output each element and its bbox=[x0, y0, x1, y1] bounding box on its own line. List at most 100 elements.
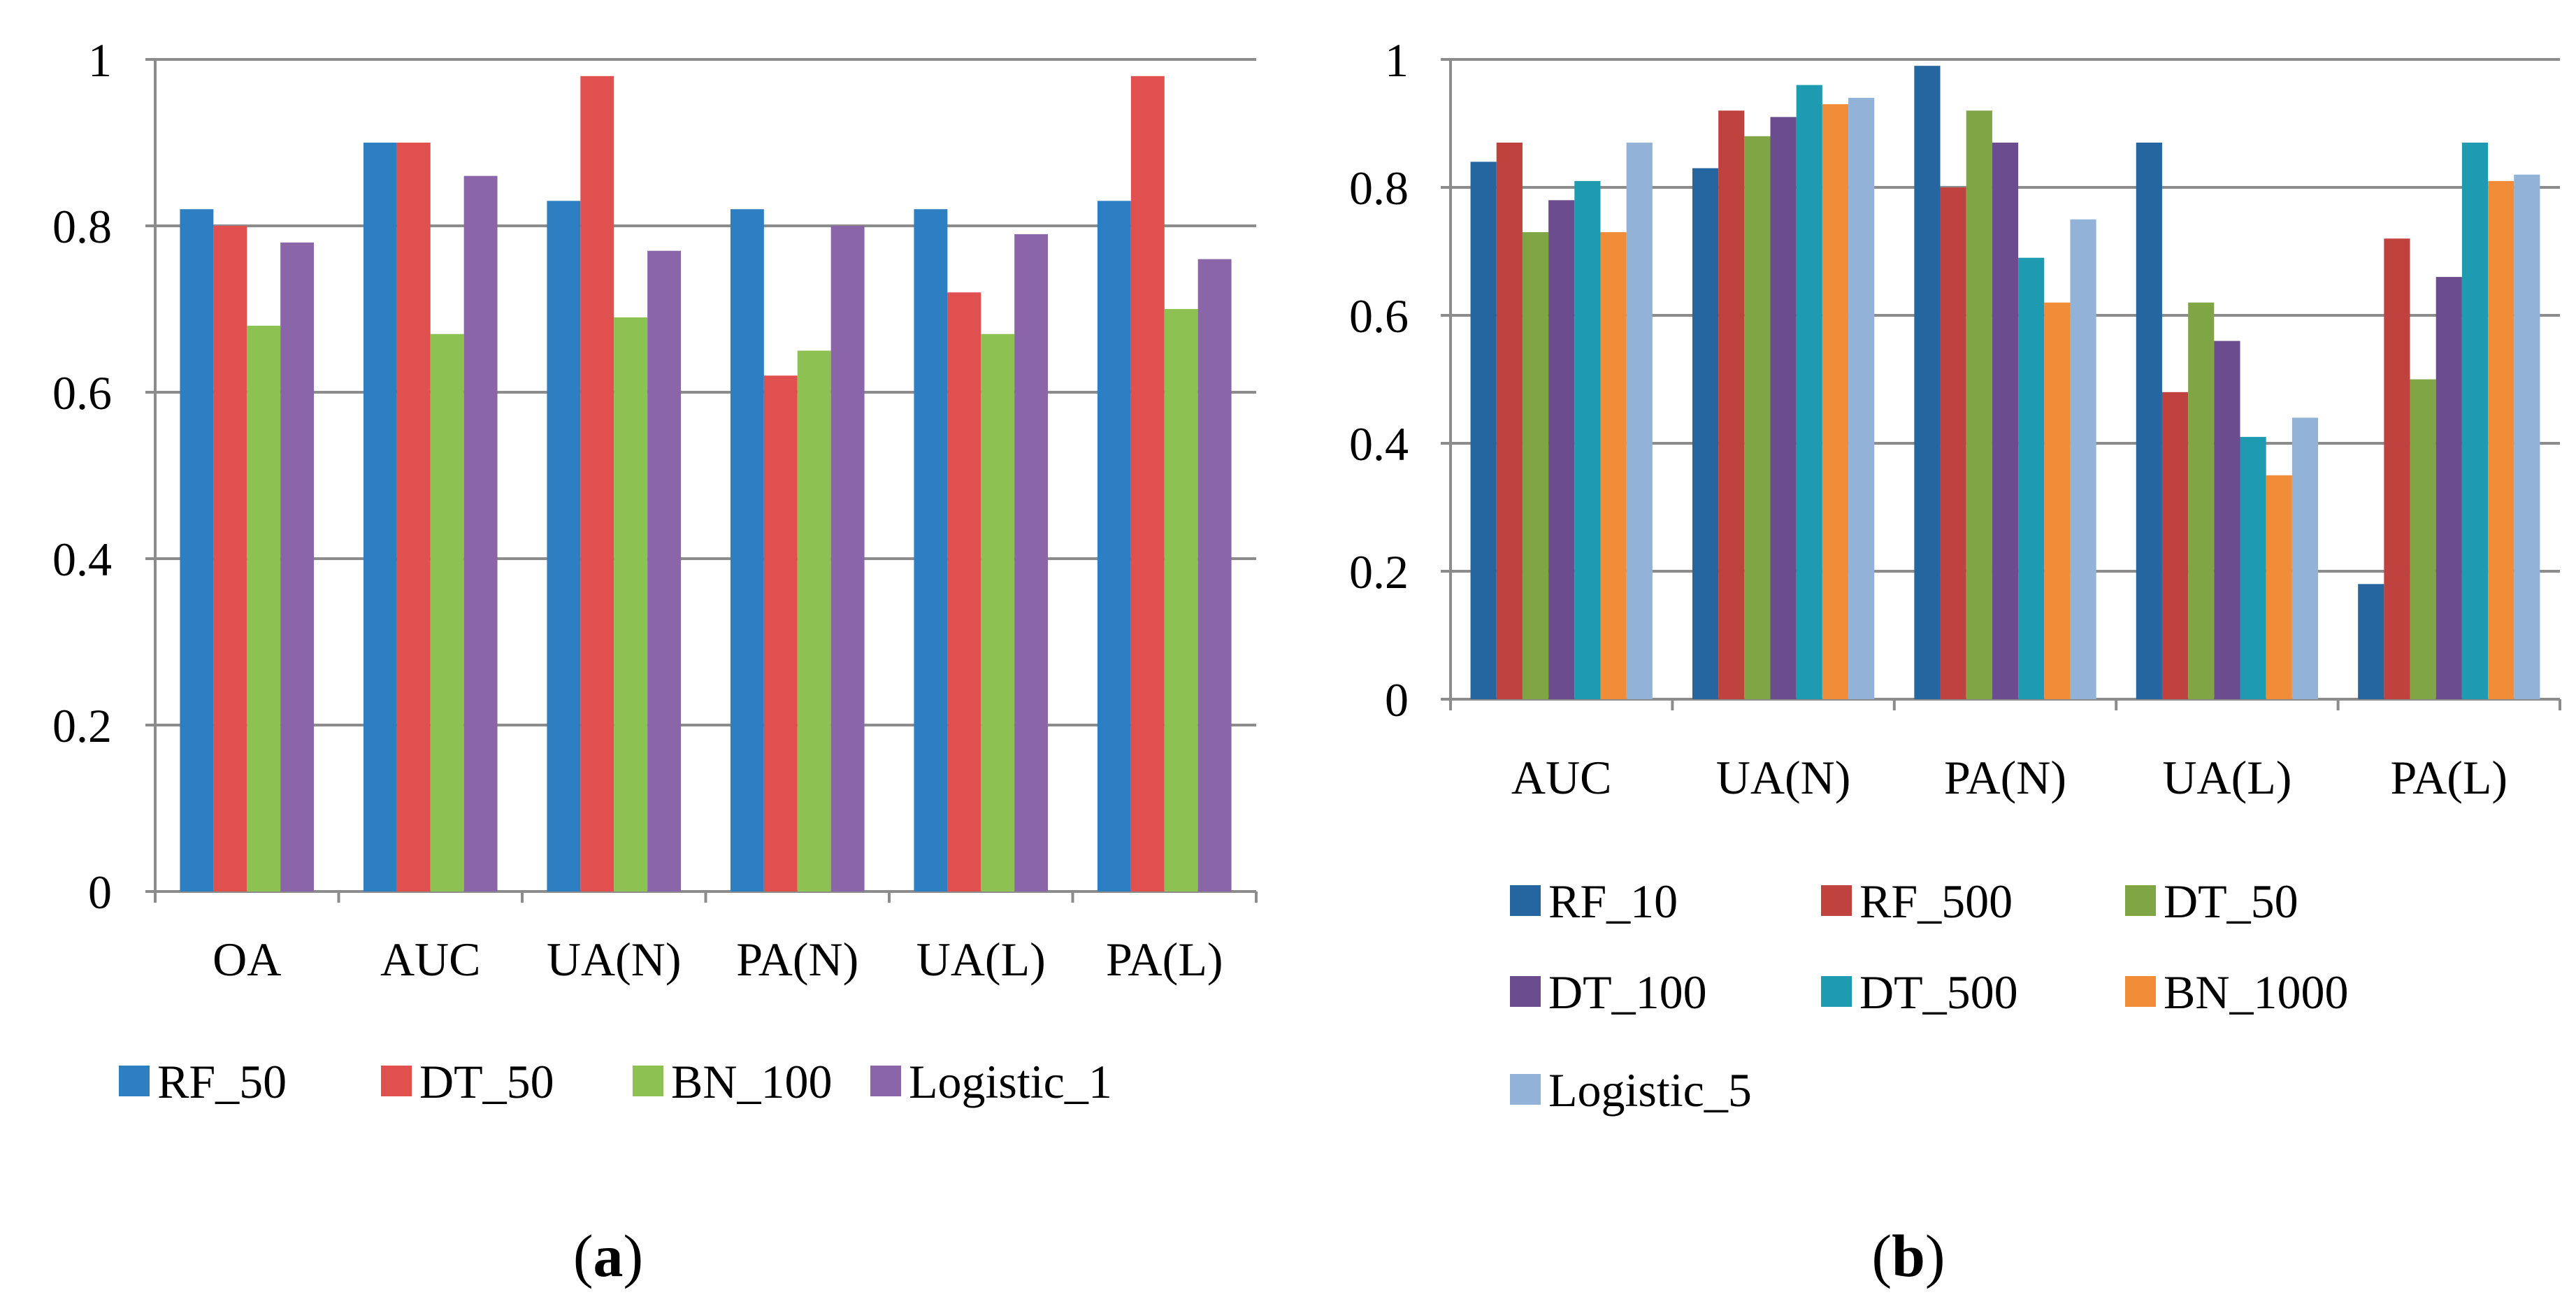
bar-rf-50-ual bbox=[914, 209, 948, 891]
bar-bn-100-uan bbox=[614, 317, 648, 891]
legend-label: RF_10 bbox=[1548, 875, 1678, 928]
panel-label: (a) bbox=[573, 1222, 643, 1289]
chart-panel-b: 0 0.2 0.4 0.6 0.8 1 AUC UA(N) PA(N) UA(L) PA(L) RF_… bbox=[1349, 34, 2561, 1289]
y-tick-label: 0.6 bbox=[1349, 289, 1409, 343]
bar-dt-50-ual bbox=[2188, 302, 2215, 699]
bar-dt-50-oa bbox=[213, 226, 247, 891]
y-tick-label: 1 bbox=[88, 34, 112, 87]
x-tick-label: PA(L) bbox=[1106, 933, 1223, 986]
legend-label: DT_50 bbox=[2164, 875, 2298, 928]
bar-dt-50-auc bbox=[1522, 232, 1549, 699]
x-tick-label: AUC bbox=[1511, 751, 1612, 804]
bar-dt-50-auc bbox=[396, 143, 431, 891]
bar-logistic-5-uan bbox=[1848, 97, 1875, 699]
bar-dt-500-auc bbox=[1574, 180, 1601, 700]
bar-logistic-5-auc bbox=[1626, 142, 1653, 699]
legend-swatch bbox=[870, 1066, 901, 1096]
bar-logistic-1-pan bbox=[830, 226, 865, 891]
bar-rf-500-pan bbox=[1940, 187, 1966, 699]
legend-label: DT_500 bbox=[1859, 966, 2018, 1019]
legend-swatch bbox=[2125, 885, 2156, 916]
chart-panel-a: 0 0.2 0.4 0.6 0.8 1 OA AUC UA(N) PA(N) UA(L) PA(L) R… bbox=[52, 34, 1258, 1289]
bar-dt-500-pal bbox=[2461, 142, 2489, 699]
x-tick-label: UA(L) bbox=[2162, 751, 2291, 804]
bar-bn-100-oa bbox=[247, 325, 281, 891]
bar-dt-50-pan bbox=[763, 375, 798, 891]
y-tick-label: 0.8 bbox=[1349, 162, 1409, 215]
bar-logistic-1-oa bbox=[280, 242, 315, 891]
bar-dt-500-pan bbox=[2018, 257, 2045, 699]
bar-dt-100-pan bbox=[1992, 142, 2019, 699]
bar-rf-50-pal bbox=[1097, 201, 1131, 891]
bar-dt-50-uan bbox=[1744, 136, 1771, 700]
legend-swatch bbox=[1510, 1074, 1541, 1105]
y-tick-label: 0 bbox=[88, 866, 112, 919]
bar-rf-10-pal bbox=[2358, 584, 2384, 699]
bar-logistic-5-ual bbox=[2291, 417, 2319, 699]
legend-swatch bbox=[1510, 976, 1541, 1007]
bar-rf-50-auc bbox=[363, 143, 397, 891]
bar-bn-1000-pal bbox=[2488, 180, 2514, 700]
bar-rf-10-pan bbox=[1914, 66, 1941, 699]
bar-bn-100-ual bbox=[981, 334, 1015, 891]
bar-rf-50-oa bbox=[180, 209, 214, 891]
bar-dt-100-ual bbox=[2214, 341, 2240, 700]
bar-logistic-1-pal bbox=[1197, 259, 1232, 892]
bar-dt-50-uan bbox=[580, 76, 614, 891]
legend-label: Logistic_1 bbox=[909, 1055, 1112, 1108]
legend-label: RF_500 bbox=[1859, 875, 2013, 928]
legend-label: BN_100 bbox=[671, 1055, 832, 1108]
bar-logistic-1-uan bbox=[647, 250, 682, 891]
bar-dt-100-auc bbox=[1548, 200, 1575, 699]
bar-bn-100-pan bbox=[797, 350, 831, 891]
y-tick-label: 0.4 bbox=[52, 533, 112, 586]
legend-swatch bbox=[633, 1066, 663, 1096]
bar-dt-50-pal bbox=[1130, 76, 1165, 891]
y-tick-label: 0 bbox=[1385, 673, 1409, 726]
bar-rf-10-ual bbox=[2136, 142, 2162, 699]
bar-bn-1000-ual bbox=[2266, 475, 2292, 699]
x-tick-label: PA(L) bbox=[2391, 751, 2508, 804]
y-tick-label: 0.6 bbox=[52, 366, 112, 420]
bar-logistic-5-pal bbox=[2514, 174, 2540, 699]
legend-label: DT_50 bbox=[419, 1055, 554, 1108]
legend-swatch bbox=[2125, 976, 2156, 1007]
bar-bn-100-pal bbox=[1164, 309, 1198, 891]
bar-rf-50-pan bbox=[730, 209, 764, 891]
x-tick-label: AUC bbox=[380, 933, 481, 986]
legend-swatch bbox=[1510, 885, 1541, 916]
bar-bn-1000-auc bbox=[1600, 232, 1627, 699]
bar-dt-50-ual bbox=[947, 292, 981, 891]
legend-label: BN_1000 bbox=[2164, 966, 2348, 1019]
bar-dt-100-pal bbox=[2435, 277, 2462, 700]
bar-bn-1000-pan bbox=[2044, 302, 2071, 699]
bar-logistic-1-auc bbox=[463, 175, 498, 892]
y-tick-label: 0.2 bbox=[52, 699, 112, 752]
x-tick-label: PA(N) bbox=[1944, 751, 2066, 804]
x-tick-label: PA(N) bbox=[736, 933, 858, 986]
bar-bn-100-auc bbox=[430, 334, 464, 891]
legend-label: DT_100 bbox=[1548, 966, 1707, 1019]
bar-rf-10-uan bbox=[1692, 168, 1719, 700]
y-tick-label: 0.8 bbox=[52, 200, 112, 253]
bar-dt-500-ual bbox=[2240, 436, 2266, 699]
panel-label: (b) bbox=[1871, 1222, 1945, 1289]
x-tick-label: UA(N) bbox=[547, 933, 682, 986]
bar-bn-1000-uan bbox=[1822, 104, 1849, 700]
bar-dt-500-uan bbox=[1796, 85, 1822, 700]
bar-rf-500-uan bbox=[1718, 110, 1745, 699]
bar-rf-50-uan bbox=[547, 201, 581, 891]
x-tick-label: OA bbox=[213, 933, 281, 986]
legend-label: Logistic_5 bbox=[1548, 1063, 1752, 1117]
legend-swatch bbox=[381, 1066, 412, 1096]
y-tick-label: 0.4 bbox=[1349, 417, 1409, 471]
bar-logistic-1-ual bbox=[1014, 234, 1049, 891]
bar-dt-50-pal bbox=[2410, 379, 2436, 699]
x-tick-label: UA(N) bbox=[1716, 751, 1851, 804]
legend-label: RF_50 bbox=[157, 1055, 287, 1108]
legend-swatch bbox=[1821, 885, 1852, 916]
bar-rf-500-pal bbox=[2384, 238, 2410, 699]
y-tick-label: 0.2 bbox=[1349, 545, 1409, 599]
legend-swatch bbox=[1821, 976, 1852, 1007]
